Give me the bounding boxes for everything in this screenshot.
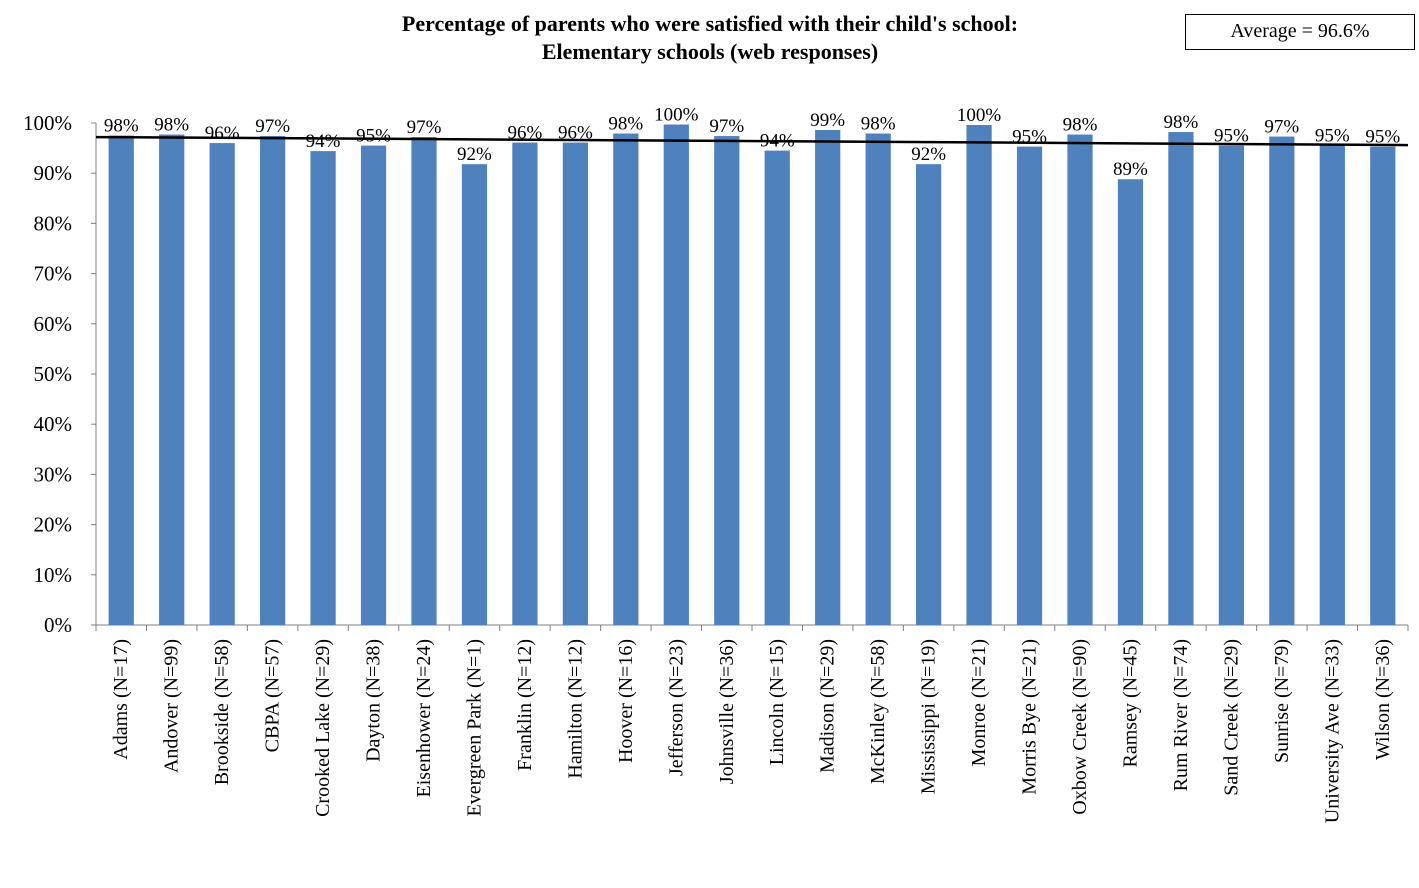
data-label: 95% bbox=[1365, 127, 1400, 148]
y-tick-label: 100% bbox=[23, 111, 72, 135]
bar bbox=[764, 150, 790, 626]
bar bbox=[613, 133, 639, 626]
data-label: 98% bbox=[861, 114, 896, 135]
data-label: 92% bbox=[911, 144, 946, 165]
data-label: 94% bbox=[306, 131, 341, 152]
bar bbox=[360, 145, 387, 625]
data-label: 95% bbox=[1214, 126, 1249, 147]
bar bbox=[108, 135, 134, 626]
bar bbox=[1016, 146, 1043, 625]
bar bbox=[663, 124, 689, 626]
y-tick-label: 40% bbox=[34, 412, 73, 436]
average-annotation-label: Average = 96.6% bbox=[1230, 20, 1370, 42]
bar bbox=[815, 130, 841, 625]
data-label: 89% bbox=[1113, 159, 1148, 180]
average-line bbox=[95, 135, 1409, 147]
category-label: Morris Bye (N=21) bbox=[1019, 639, 1041, 795]
category-label: Sand Creek (N=29) bbox=[1220, 639, 1242, 796]
bar bbox=[1168, 132, 1194, 625]
category-label: Dayton (N=38) bbox=[363, 639, 385, 762]
category-label: Evergreen Park (N=1) bbox=[463, 639, 485, 817]
category-label: Mississippi (N=19) bbox=[918, 639, 940, 794]
data-label: 98% bbox=[1063, 115, 1098, 136]
category-label: Jefferson (N=23) bbox=[665, 639, 687, 776]
y-tick-label: 30% bbox=[34, 462, 73, 486]
category-label: Brookside (N=58) bbox=[211, 639, 233, 785]
data-label: 95% bbox=[356, 126, 391, 147]
category-label: Hoover (N=16) bbox=[615, 639, 637, 763]
bar bbox=[1067, 134, 1093, 625]
y-tick-label: 60% bbox=[34, 312, 73, 336]
bar bbox=[1218, 145, 1244, 625]
bar bbox=[512, 142, 538, 625]
data-label: 98% bbox=[104, 116, 139, 137]
data-label: 95% bbox=[1315, 126, 1350, 147]
category-label: Johnsville (N=36) bbox=[716, 639, 738, 784]
data-label: 95% bbox=[1012, 127, 1047, 148]
category-label: Monroe (N=21) bbox=[968, 639, 990, 766]
category-label: Crooked Lake (N=29) bbox=[312, 639, 334, 817]
category-label: Lincoln (N=15) bbox=[766, 639, 788, 765]
bar bbox=[1319, 145, 1345, 625]
data-label: 96% bbox=[558, 123, 593, 144]
bar bbox=[714, 136, 740, 625]
chart-title: Percentage of parents who were satisfied… bbox=[240, 10, 1180, 66]
category-label: Sunrise (N=79) bbox=[1271, 639, 1293, 763]
data-label: 96% bbox=[508, 123, 543, 144]
category-label: CBPA (N=57) bbox=[262, 639, 284, 752]
data-label: 98% bbox=[608, 114, 643, 135]
bar bbox=[1269, 136, 1295, 625]
category-label: Eisenhower (N=24) bbox=[413, 639, 435, 797]
category-label: Andover (N=99) bbox=[161, 639, 183, 773]
category-label: Ramsey (N=45) bbox=[1119, 639, 1141, 767]
category-label: Wilson (N=36) bbox=[1372, 639, 1394, 760]
data-label: 100% bbox=[654, 105, 699, 126]
data-label: 97% bbox=[255, 116, 290, 137]
bar bbox=[310, 151, 336, 625]
data-label: 99% bbox=[810, 110, 845, 131]
data-label: 92% bbox=[457, 144, 492, 165]
data-label: 97% bbox=[709, 116, 744, 137]
average-annotation-box: Average = 96.6% bbox=[1185, 14, 1415, 50]
y-tick-label: 0% bbox=[44, 613, 72, 637]
bar bbox=[411, 137, 437, 625]
y-tick-label: 70% bbox=[34, 262, 73, 286]
category-label: McKinley (N=58) bbox=[867, 639, 889, 784]
category-label: Rum River (N=74) bbox=[1170, 639, 1192, 791]
data-label: 97% bbox=[407, 117, 442, 138]
y-tick-label: 50% bbox=[34, 362, 73, 386]
data-label: 100% bbox=[957, 105, 1002, 126]
bar bbox=[209, 143, 235, 625]
bar bbox=[562, 142, 588, 625]
y-tick-label: 90% bbox=[34, 161, 73, 185]
bar bbox=[159, 134, 185, 625]
data-label: 96% bbox=[205, 123, 240, 144]
data-label: 98% bbox=[1164, 112, 1199, 133]
bar bbox=[260, 136, 286, 625]
chart-title-line-2: Elementary schools (web responses) bbox=[541, 39, 879, 64]
y-tick-label: 20% bbox=[34, 513, 73, 537]
category-label: Madison (N=29) bbox=[817, 639, 839, 773]
bar bbox=[916, 164, 942, 625]
data-label: 97% bbox=[1264, 117, 1299, 138]
chart-title-line-1: Percentage of parents who were satisfied… bbox=[401, 11, 1019, 36]
bar bbox=[461, 164, 488, 625]
category-label: Franklin (N=12) bbox=[514, 639, 536, 771]
data-label: 98% bbox=[154, 115, 189, 136]
bar bbox=[966, 125, 992, 626]
category-label: Oxbow Creek (N=90) bbox=[1069, 639, 1091, 815]
category-label: University Ave (N=33) bbox=[1321, 639, 1343, 823]
bar bbox=[1117, 179, 1144, 625]
category-label: Hamilton (N=12) bbox=[564, 639, 586, 779]
y-tick-label: 80% bbox=[34, 211, 73, 235]
y-tick-label: 10% bbox=[34, 563, 73, 587]
category-label: Adams (N=17) bbox=[110, 639, 132, 760]
bar bbox=[865, 133, 891, 626]
bar bbox=[1370, 146, 1396, 625]
